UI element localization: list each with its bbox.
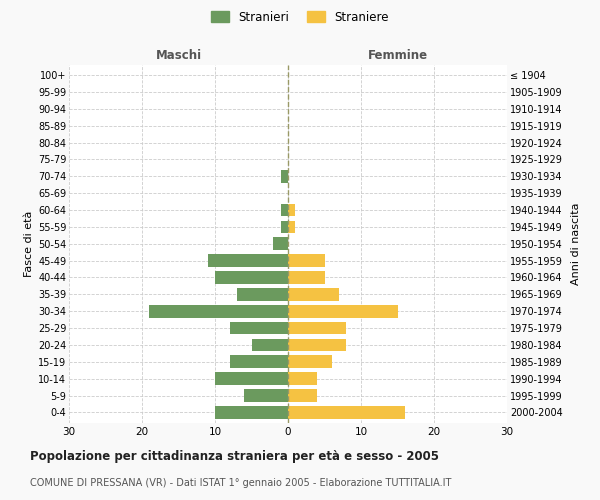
Bar <box>288 220 295 233</box>
Bar <box>215 372 288 385</box>
Bar <box>281 204 288 216</box>
Bar <box>288 389 317 402</box>
Bar <box>281 170 288 182</box>
Bar <box>288 406 405 418</box>
Bar <box>215 406 288 418</box>
Legend: Stranieri, Straniere: Stranieri, Straniere <box>206 6 394 28</box>
Bar <box>230 322 288 334</box>
Bar <box>281 220 288 233</box>
Bar <box>288 338 346 351</box>
Bar <box>274 238 288 250</box>
Bar <box>288 305 398 318</box>
Bar <box>237 288 288 300</box>
Bar <box>244 389 288 402</box>
Bar <box>208 254 288 267</box>
Y-axis label: Fasce di età: Fasce di età <box>23 210 34 277</box>
Bar <box>230 356 288 368</box>
Bar <box>288 372 317 385</box>
Bar <box>288 271 325 284</box>
Bar <box>288 204 295 216</box>
Text: Femmine: Femmine <box>367 50 428 62</box>
Y-axis label: Anni di nascita: Anni di nascita <box>571 202 581 285</box>
Bar <box>288 322 346 334</box>
Text: Maschi: Maschi <box>155 50 202 62</box>
Bar <box>288 254 325 267</box>
Bar <box>215 271 288 284</box>
Bar <box>288 288 339 300</box>
Text: Popolazione per cittadinanza straniera per età e sesso - 2005: Popolazione per cittadinanza straniera p… <box>30 450 439 463</box>
Bar <box>149 305 288 318</box>
Bar <box>251 338 288 351</box>
Bar <box>288 356 332 368</box>
Text: COMUNE DI PRESSANA (VR) - Dati ISTAT 1° gennaio 2005 - Elaborazione TUTTITALIA.I: COMUNE DI PRESSANA (VR) - Dati ISTAT 1° … <box>30 478 451 488</box>
